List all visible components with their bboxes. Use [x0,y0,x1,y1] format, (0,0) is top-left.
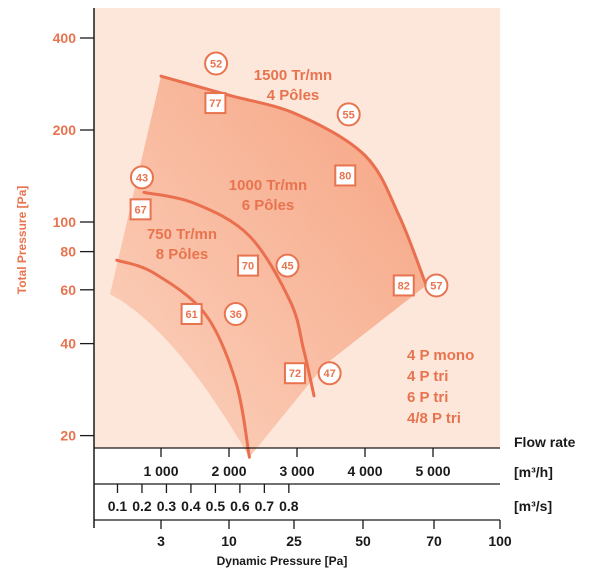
square-marker-label: 72 [289,368,301,380]
circle-marker: 36 [223,301,248,326]
flow-unit-m3h: [m³/h] [514,464,553,480]
flow-m3s-tick-label: 0.7 [255,498,275,514]
flow-m3s-tick-label: 0.3 [157,498,177,514]
series-line-1000-rpm [142,190,316,398]
flow-m3h-tick-label: 5 000 [415,463,450,479]
flow-m3s-tick-label: 0.6 [230,498,250,514]
square-marker: 80 [334,164,357,187]
square-marker-label: 67 [134,204,146,216]
dynamic-pressure-tick-label: 100 [488,533,512,549]
y-tick-label: 200 [53,122,77,138]
circle-marker: 55 [336,102,361,127]
flow-m3h-tick-label: 4 000 [347,463,382,479]
circle-marker-label: 45 [281,261,293,273]
circle-marker: 43 [129,165,154,190]
square-marker: 77 [204,92,227,115]
circle-marker-label: 47 [324,368,336,380]
dynamic-pressure-tick-label: 3 [157,533,165,549]
circle-marker-label: 36 [230,309,242,321]
series-label-750: 750 Tr/mn 8 Pôles [147,226,217,263]
motor-legend-item: 4 P mono [407,347,474,364]
square-marker: 70 [237,254,260,277]
flow-m3s-tick-label: 0.5 [206,498,226,514]
square-marker-label: 61 [185,309,197,321]
y-tick-label: 40 [60,336,76,352]
circle-marker: 52 [204,51,229,76]
series-label-line: 8 Pôles [156,246,209,263]
circle-marker-label: 52 [210,59,222,71]
flow-m3h-tick-label: 2 000 [211,463,246,479]
y-tick-label: 20 [60,428,76,444]
square-marker-label: 77 [209,98,221,110]
flow-m3s-tick-label: 0.4 [181,498,201,514]
flow-m3s-tick-label: 0.1 [108,498,128,514]
square-marker: 61 [180,302,203,325]
dynamic-pressure-tick-label: 10 [221,533,237,549]
square-marker-label: 70 [242,261,254,273]
circle-marker-label: 57 [430,280,442,292]
series-label-line: 1500 Tr/mn [254,67,332,84]
dynamic-pressure-tick-label: 50 [355,533,371,549]
motor-legend: 4 P mono 4 P tri 6 P tri 4/8 P tri [407,347,474,427]
series-label-1500: 1500 Tr/mn 4 Pôles [254,67,332,104]
flow-m3h-tick-label: 3 000 [279,463,314,479]
flow-m3h-tick-label: 1 000 [143,463,178,479]
series-label-line: 4 Pôles [267,87,320,104]
flow-unit-m3s: [m³/s] [514,498,552,514]
square-marker: 72 [283,362,306,385]
motor-legend-item: 4/8 P tri [407,410,461,427]
circle-marker: 45 [275,253,300,278]
circle-marker: 47 [317,361,342,386]
circle-marker-label: 43 [136,172,148,184]
square-marker: 67 [129,198,152,221]
dynamic-pressure-tick-label: 70 [426,533,442,549]
series-label-1000: 1000 Tr/mn 6 Pôles [229,177,307,214]
square-marker: 82 [392,274,415,297]
flow-m3s-tick-label: 0.8 [279,498,299,514]
x-axis-label: Dynamic Pressure [Pa] [217,554,348,568]
y-tick-label: 60 [60,282,76,298]
y-axis-label: Total Pressure [Pa] [15,186,29,294]
y-tick-label: 100 [53,214,77,230]
series-label-line: 750 Tr/mn [147,226,217,243]
motor-legend-item: 4 P tri [407,368,448,385]
series-line-750-rpm [115,258,251,459]
circle-marker: 57 [424,273,449,298]
series-label-line: 6 Pôles [242,197,295,214]
flow-rate-title: Flow rate [514,434,576,450]
y-tick-label: 80 [60,244,76,260]
series-label-line: 1000 Tr/mn [229,177,307,194]
dynamic-pressure-tick-label: 25 [286,533,302,549]
y-tick-label: 400 [53,30,77,46]
square-marker-label: 80 [339,170,351,182]
flow-m3s-tick-label: 0.2 [132,498,152,514]
square-marker-label: 82 [398,280,410,292]
motor-legend-item: 6 P tri [407,389,448,406]
circle-marker-label: 55 [343,109,355,121]
